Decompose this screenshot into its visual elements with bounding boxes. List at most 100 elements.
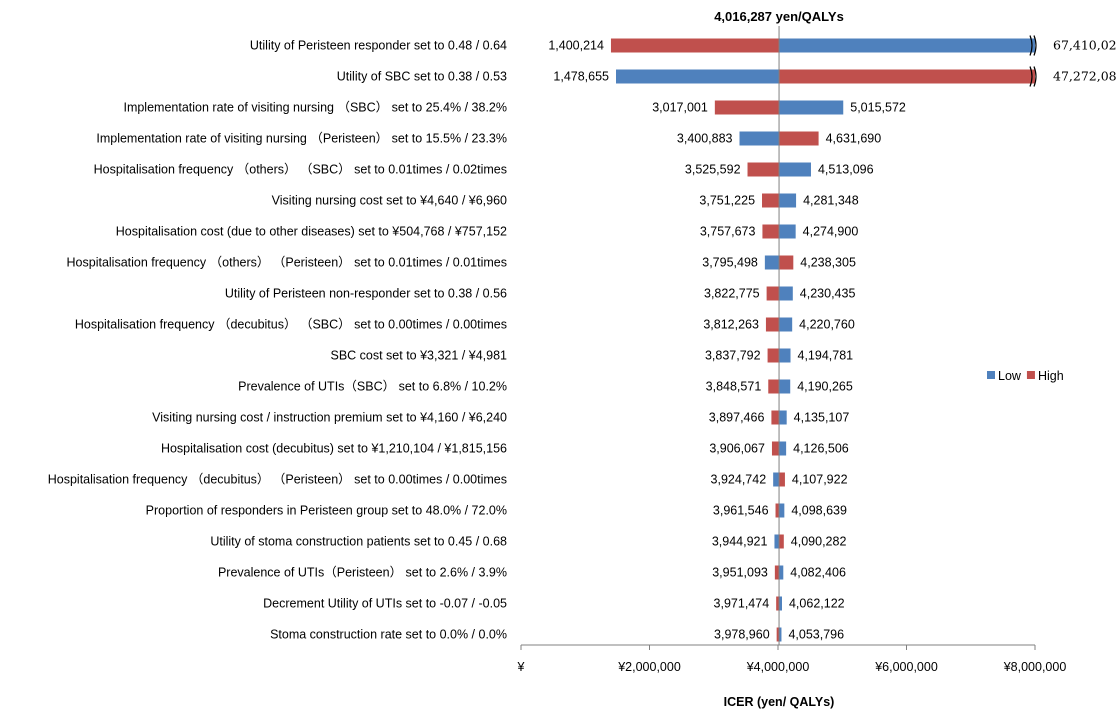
tornado-row: Hospitalisation frequency （others） （Peri… [67,255,856,270]
chart-title: 4,016,287 yen/QALYs [714,9,844,24]
value-label-low: 5,015,572 [850,101,906,115]
tornado-row: Implementation rate of visiting nursing … [96,131,882,146]
value-label-low: 4,126,506 [793,442,849,456]
axis-break-mark [1033,35,1037,56]
bar-low [779,379,791,394]
axis-break-mark [1029,35,1033,56]
value-label-low: 4,220,760 [799,318,855,332]
bar-low [779,503,785,518]
value-label-low: 4,190,265 [797,380,853,394]
bar-high [747,162,780,177]
value-label-low: 4,194,781 [798,349,854,363]
bar-low [779,410,787,425]
bar-high [779,255,794,270]
bar-high [610,38,780,53]
value-label-high: 4,631,690 [826,132,882,146]
bar-high [765,317,780,332]
bar-high [776,627,780,642]
value-label-low: 1,478,655 [553,70,609,84]
bar-low [779,441,787,456]
tornado-row: Hospitalisation frequency （decubitus） （S… [75,317,855,332]
x-tick-label: ¥2,000,000 [617,660,681,674]
bar-low [764,255,780,270]
legend-swatch [987,371,995,379]
value-label-low: 4,281,348 [803,194,859,208]
bar-high [767,348,780,363]
legend-swatch [1026,371,1035,379]
value-label-low: 3,795,498 [702,256,758,270]
tornado-row: Visiting nursing cost / instruction prem… [152,410,850,425]
value-label-high: 3,848,571 [706,380,762,394]
bar-high [762,193,780,208]
value-label-low: 3,400,883 [677,132,733,146]
value-label-high: 3,017,001 [652,101,708,115]
bar-low [779,317,793,332]
value-label-high: 4,090,282 [791,535,847,549]
row-label: Proportion of responders in Peristeen gr… [146,504,507,518]
x-tick-label: ¥ [517,660,525,674]
bar-low [779,627,782,642]
tornado-row: SBC cost set to ¥3,321 / ¥4,981 4,194,781… [330,348,854,363]
tornado-row: Visiting nursing cost set to ¥4,640 / ¥6… [272,193,859,208]
value-label-high: 3,906,067 [709,442,765,456]
tornado-row: Stoma construction rate set to 0.0% / 0.… [270,627,844,642]
chart-rows: Utility of Peristeen responder set to 0.… [48,26,1116,645]
x-axis: ¥ ¥2,000,000 ¥4,000,000 ¥6,000,000 ¥8,000,00… [517,644,1067,674]
bar-low [779,286,793,301]
bar-high [768,379,780,394]
row-label: Prevalence of UTIs（Peristeen） set to 2.6… [218,566,507,580]
bar-high [775,503,780,518]
row-label: Hospitalisation cost (decubitus) set to … [161,442,507,456]
tornado-row: Hospitalisation cost (decubitus) set to … [161,441,849,456]
value-label-high: 3,812,263 [703,318,759,332]
tornado-row: Decrement Utility of UTIs set to -0.07 /… [263,596,845,611]
bar-low [779,565,784,580]
value-label-high: 3,951,093 [712,566,768,580]
tornado-row: Utility of Peristeen non-responder set t… [225,286,856,301]
x-tick-label: ¥8,000,000 [1003,660,1067,674]
bar-high [779,69,1035,84]
value-label-high: 3,525,592 [685,163,741,177]
bar-high [771,410,780,425]
value-label-high: 4,107,922 [792,473,848,487]
tornado-row: Utility of Peristeen responder set to 0.… [250,35,1116,56]
bar-low [739,131,780,146]
axis-break-mark [1033,66,1037,87]
row-label: Prevalence of UTIs（SBC） set to 6.8% / 10… [238,380,507,394]
row-label: Visiting nursing cost / instruction prem… [152,411,507,425]
row-label: Utility of Peristeen responder set to 0.… [250,39,507,53]
row-label: Hospitalisation frequency （others） （Peri… [67,256,507,270]
tornado-row: Hospitalisation frequency （decubitus） （P… [48,472,848,487]
value-label-high: 1,400,214 [548,39,604,53]
row-label: Utility of SBC set to 0.38 / 0.53 [337,70,507,84]
tornado-row: Hospitalisation frequency （others） （SBC）… [94,162,874,177]
x-axis-label: ICER (yen/ QALYs) [724,695,835,709]
axis-break-mark [1029,66,1033,87]
value-label-high: 47,272,087 [1053,69,1116,84]
value-label-low: 3,924,742 [711,473,767,487]
bar-low [779,348,791,363]
tornado-row: Prevalence of UTIs（SBC） set to 6.8% / 10… [238,379,853,394]
value-label-low: 4,062,122 [789,597,845,611]
row-label: Hospitalisation frequency （decubitus） （P… [48,473,507,487]
tornado-row: Implementation rate of visiting nursing … [123,100,906,115]
tornado-row: Utility of stoma construction patients s… [210,534,847,549]
value-label-high: 4,238,305 [800,256,856,270]
value-label-low: 4,135,107 [794,411,850,425]
tornado-row: Utility of SBC set to 0.38 / 0.53 1,478,6… [337,66,1116,87]
bar-high [776,596,780,611]
legend-label: Low [998,369,1022,383]
value-label-low: 4,098,639 [791,504,847,518]
tornado-row: Proportion of responders in Peristeen gr… [146,503,847,518]
x-tick-label: ¥6,000,000 [874,660,938,674]
bar-low [773,472,780,487]
bar-high [714,100,780,115]
bar-low [779,100,844,115]
row-label: Implementation rate of visiting nursing … [96,132,507,146]
value-label-low: 4,230,435 [800,287,856,301]
row-label: Hospitalisation frequency （decubitus） （S… [75,318,507,332]
bar-high [779,472,785,487]
row-label: Utility of Peristeen non-responder set t… [225,287,507,301]
tornado-row: Hospitalisation cost (due to other disea… [116,224,858,239]
bar-low [779,596,782,611]
